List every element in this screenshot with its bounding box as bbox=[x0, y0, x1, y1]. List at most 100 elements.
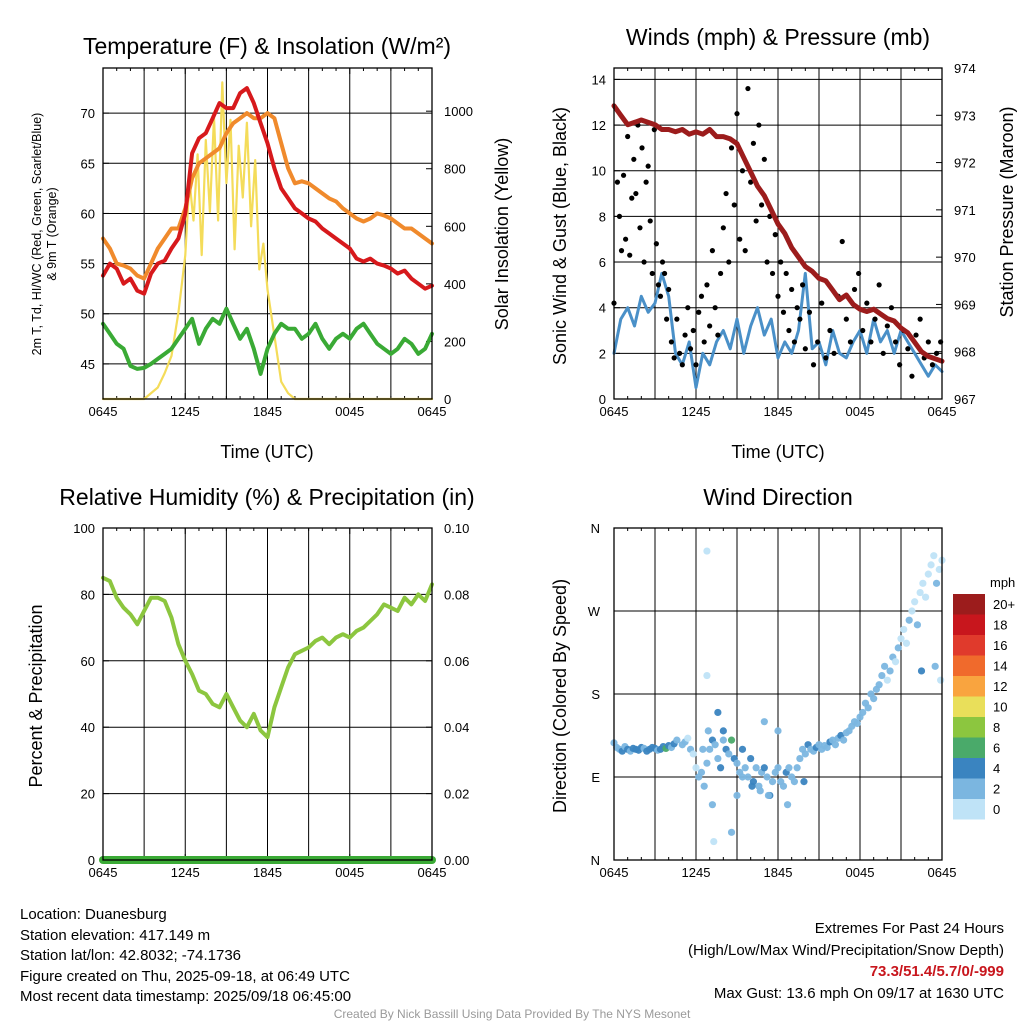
x-tick-label: 0645 bbox=[418, 404, 447, 419]
y-tick-label: 55 bbox=[81, 257, 95, 272]
y2-tick-label: 0.04 bbox=[444, 720, 469, 735]
direction-point bbox=[840, 736, 848, 744]
x-tick-label: 0645 bbox=[89, 404, 118, 419]
direction-point bbox=[689, 750, 697, 758]
gust-point bbox=[631, 156, 637, 162]
gust-point bbox=[618, 248, 625, 254]
y-tick-label: 50 bbox=[81, 307, 95, 322]
direction-point bbox=[937, 676, 945, 684]
direction-point bbox=[704, 727, 712, 735]
direction-point bbox=[881, 662, 889, 670]
legend-swatch bbox=[953, 614, 985, 635]
insolation-line bbox=[101, 81, 434, 401]
y2-tick-label: 0.06 bbox=[444, 654, 469, 669]
legend-label: 18 bbox=[993, 618, 1007, 633]
panel-1-border bbox=[613, 67, 943, 400]
gust-point bbox=[780, 309, 787, 315]
gust-point bbox=[704, 282, 710, 288]
legend-swatch bbox=[953, 635, 985, 656]
direction-point bbox=[733, 759, 741, 767]
panel-3-axes: 0645 1245 1845 0045 0645 bbox=[600, 528, 957, 880]
y-tick-label: 40 bbox=[81, 720, 95, 735]
y2-tick-label: 0 bbox=[444, 392, 451, 407]
y-tick-label: 60 bbox=[81, 206, 95, 221]
temperature-y-label-line1: 2m T, Td, HI/WC (Red, Green, Scarlet/Blu… bbox=[30, 113, 44, 356]
gust-point bbox=[884, 323, 890, 329]
gust-point bbox=[707, 323, 713, 329]
gust-point bbox=[659, 259, 666, 265]
x-tick-label: 1245 bbox=[682, 404, 711, 419]
direction-point bbox=[911, 598, 919, 606]
direction-point bbox=[783, 801, 792, 809]
direction-point bbox=[725, 750, 733, 758]
gust-point bbox=[728, 145, 735, 151]
direction-point bbox=[864, 704, 872, 712]
direction-point bbox=[760, 718, 768, 726]
y2-tick-label: 400 bbox=[444, 277, 466, 292]
legend-label: 0 bbox=[993, 802, 1000, 817]
y2-tick-label: 1000 bbox=[444, 104, 473, 119]
y2-tick-label: 0.00 bbox=[444, 853, 469, 868]
gust-point bbox=[847, 339, 854, 345]
gust-point bbox=[651, 127, 657, 133]
direction-point bbox=[703, 547, 711, 555]
legend-swatch bbox=[953, 737, 985, 758]
gust-point bbox=[679, 362, 685, 368]
gust-point bbox=[778, 259, 784, 265]
gust-point bbox=[643, 179, 649, 185]
y2-tick-label: 972 bbox=[954, 156, 976, 171]
sonic-wind-line bbox=[612, 271, 944, 390]
direction-point bbox=[741, 764, 749, 772]
direction-point bbox=[853, 719, 861, 728]
y-tick-label: 100 bbox=[73, 521, 95, 536]
y2-tick-label: 973 bbox=[954, 108, 976, 123]
gust-point bbox=[856, 270, 862, 277]
gust-point bbox=[693, 362, 699, 368]
x-tick-label: 1245 bbox=[682, 865, 711, 880]
gust-point bbox=[745, 85, 751, 92]
panel-2-axes: 0645 1245 1845 0045 0645 bbox=[89, 528, 446, 880]
gust-point bbox=[653, 241, 659, 247]
y2-tick-label: 967 bbox=[954, 392, 976, 407]
direction-point bbox=[733, 791, 741, 800]
direction-point bbox=[763, 773, 771, 781]
direction-point bbox=[924, 570, 932, 578]
humidity-line bbox=[101, 575, 434, 740]
gust-point bbox=[709, 248, 716, 254]
gust-point bbox=[802, 346, 808, 352]
legend-label: 8 bbox=[993, 720, 1000, 735]
y2-tick-label: 600 bbox=[444, 219, 466, 234]
gust-point bbox=[786, 327, 792, 334]
direction-tick-label: W bbox=[588, 604, 601, 619]
x-tick-label: 0645 bbox=[928, 865, 957, 880]
x-tick-label: 1845 bbox=[253, 404, 282, 419]
direction-point bbox=[756, 787, 764, 795]
y-tick-label: 60 bbox=[81, 654, 95, 669]
gust-point bbox=[625, 133, 631, 140]
gust-point bbox=[905, 346, 911, 352]
figure-created: Figure created on Thu, 2025-09-18, at 06… bbox=[20, 967, 350, 985]
direction-point bbox=[711, 741, 719, 749]
y2-tick-label: 970 bbox=[954, 250, 976, 265]
x-tick-label: 0645 bbox=[600, 404, 629, 419]
y2-tick-label: 0.08 bbox=[444, 587, 469, 602]
temp-2m-line bbox=[101, 86, 434, 296]
direction-point bbox=[703, 759, 711, 767]
direction-point bbox=[774, 727, 782, 735]
y2-tick-label: 971 bbox=[954, 203, 976, 218]
temperature-panel: Temperature (F) & Insolation (W/m²) Time… bbox=[30, 33, 512, 462]
x-tick-label: 1845 bbox=[764, 404, 793, 419]
panel-2-border bbox=[102, 527, 433, 861]
station-location: Location: Duanesburg bbox=[20, 906, 167, 923]
station-info: Location: Duanesburg Station elevation: … bbox=[20, 905, 351, 1008]
direction-point bbox=[719, 736, 727, 744]
direction-point bbox=[902, 639, 911, 647]
direction-point bbox=[878, 671, 886, 680]
gust-point bbox=[783, 270, 789, 277]
gust-point bbox=[759, 202, 765, 208]
direction-point bbox=[700, 782, 708, 790]
pressure-line bbox=[611, 103, 945, 364]
gust-point bbox=[800, 282, 806, 288]
gust-point bbox=[797, 316, 803, 322]
gust-point bbox=[712, 305, 718, 311]
